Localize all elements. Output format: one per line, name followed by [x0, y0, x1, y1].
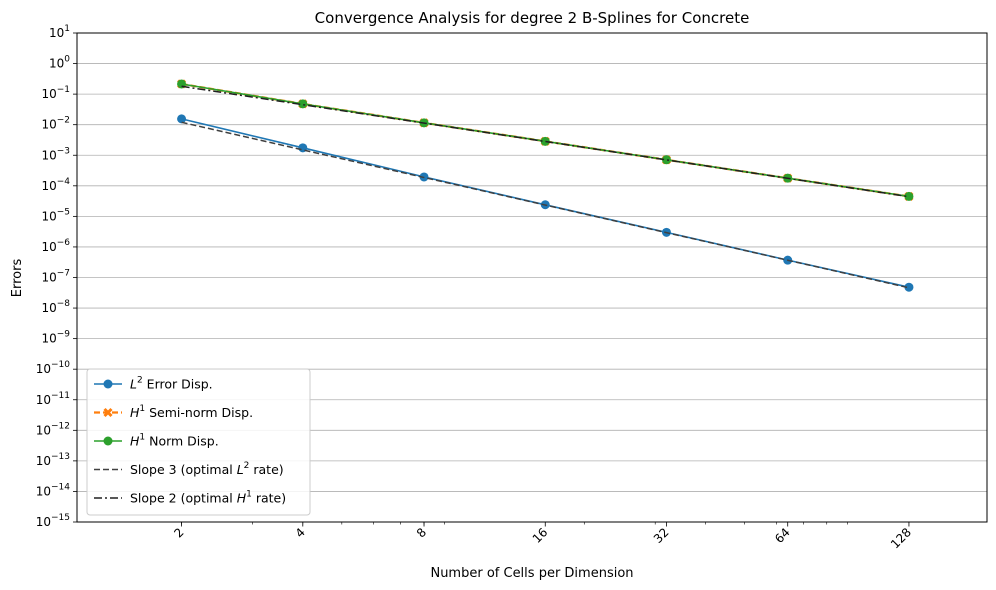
y-tick-label: 10−9 — [41, 330, 70, 346]
x-axis: 2 4 8 16 32 64 128 — [171, 522, 914, 551]
x-tick-label: 32 — [651, 525, 672, 546]
x-tick-label: 16 — [530, 525, 551, 546]
data-point — [103, 407, 113, 418]
series-4 — [181, 85, 910, 198]
data-point — [177, 114, 187, 124]
legend-label: H1 Norm Disp. — [130, 433, 219, 449]
y-tick-label: 10−14 — [36, 482, 71, 498]
y-tick-label: 10−7 — [41, 269, 70, 285]
legend-label: L2 Error Disp. — [130, 376, 213, 392]
y-axis-label: Errors — [10, 259, 25, 298]
legend-item: Slope 3 (optimal L2 rate) — [94, 461, 284, 477]
x-tick-label: 2 — [171, 525, 186, 540]
y-tick-label: 101 — [49, 24, 70, 40]
y-tick-label: 10−13 — [36, 452, 70, 468]
series-layer — [177, 79, 914, 292]
data-point — [904, 282, 914, 292]
data-point — [540, 136, 550, 146]
y-tick-label: 10−5 — [41, 207, 70, 223]
y-tick-label: 10−8 — [41, 299, 70, 315]
series-3 — [181, 121, 910, 289]
legend-box — [86, 368, 311, 516]
data-point — [103, 379, 113, 389]
y-tick-label: 10−3 — [41, 146, 70, 162]
data-point — [661, 155, 671, 165]
legend-label: Slope 2 (optimal H1 rate) — [130, 490, 286, 506]
y-tick-label: 10−4 — [41, 177, 70, 193]
series-2 — [177, 79, 914, 201]
legend-item: H1 Semi-norm Disp. — [94, 404, 253, 420]
x-tick-label: 128 — [888, 525, 914, 551]
legend-item: Slope 2 (optimal H1 rate) — [94, 490, 286, 506]
y-tick-label: 10−1 — [41, 85, 70, 101]
legend: L2 Error Disp. H1 Semi-norm Disp. H1 Norm … — [86, 368, 311, 516]
data-point — [298, 99, 308, 109]
x-tick-label: 8 — [414, 525, 429, 540]
series-line — [181, 121, 910, 289]
x-tick-label: 64 — [772, 525, 793, 546]
y-tick-label: 10−6 — [41, 238, 70, 254]
legend-label: Slope 3 (optimal L2 rate) — [130, 461, 284, 477]
y-tick-label: 10−10 — [36, 360, 71, 376]
y-tick-label: 10−11 — [36, 391, 70, 407]
chart-title: Convergence Analysis for degree 2 B-Spli… — [315, 9, 750, 27]
legend-label: H1 Semi-norm Disp. — [130, 404, 253, 420]
y-axis: 101 100 10−1 10−2 10−3 10−4 10−5 10−6 10−7 10−8 10… — [36, 24, 77, 529]
y-tick-label: 100 — [49, 55, 70, 71]
data-point — [103, 436, 113, 446]
y-tick-label: 10−2 — [41, 116, 70, 132]
x-tick-label: 4 — [293, 525, 308, 540]
y-tick-label: 10−15 — [36, 513, 70, 529]
y-tick-label: 10−12 — [36, 421, 70, 437]
legend-item: L2 Error Disp. — [94, 376, 213, 392]
x-axis-label: Number of Cells per Dimension — [430, 566, 633, 581]
legend-item: H1 Norm Disp. — [94, 433, 219, 449]
series-line — [181, 85, 910, 198]
data-point — [904, 191, 914, 201]
